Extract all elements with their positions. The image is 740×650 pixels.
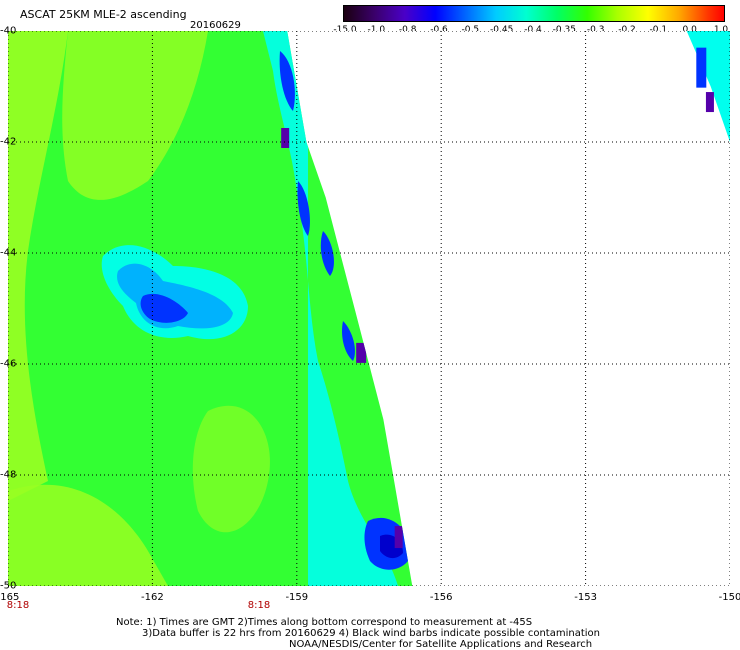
field-blue-edge-2 (297, 181, 310, 236)
y-tick-label: -48 (0, 469, 17, 481)
field-blue-edge-4 (342, 321, 355, 361)
x-tick-label: -153 (574, 592, 597, 603)
y-tick-label: -40 (0, 25, 17, 37)
swath-east-purple (705, 92, 714, 113)
colorbar-label: -15.0 (333, 25, 357, 35)
time-label-2: 8:18 (247, 600, 271, 611)
colorbar-label: -0.2 (618, 25, 636, 35)
colorbar-label: 0.0 (682, 25, 697, 35)
note-line-3: NOAA/NESDIS/Center for Satellite Applica… (289, 639, 593, 650)
colorbar-label: -0.5 (461, 25, 480, 35)
colorbar-label: -0.6 (430, 25, 448, 35)
colorbar-label: -0.1 (649, 25, 668, 35)
field-blue-edge-1 (279, 51, 295, 111)
swath-east (677, 31, 730, 176)
y-tick-label: -42 (0, 136, 17, 148)
x-tick-label: -156 (429, 592, 453, 603)
field-purple-edge-3 (394, 526, 403, 549)
x-tick-label: -159 (285, 592, 309, 603)
y-tick-label: -44 (0, 247, 17, 259)
x-tick-label: -162 (141, 592, 164, 603)
note-line-1: Note: 1) Times are GMT 2)Times along bot… (116, 617, 533, 628)
field-yellow-green-west (8, 31, 68, 501)
colorbar-label: -1.0 (367, 25, 386, 35)
swath-west (8, 31, 413, 586)
field-purple-edge-2 (356, 342, 367, 363)
colorbar-label: -0.45 (490, 25, 514, 35)
map-svg (8, 31, 730, 586)
field-yellow-green-south (8, 484, 168, 586)
swath-east-blue (696, 47, 707, 88)
colorbar-label: -0.3 (586, 25, 605, 35)
x-tick-label: -150 (718, 592, 740, 603)
note-line-2: 3)Data buffer is 22 hrs from 20160629 4)… (142, 628, 600, 639)
map-title: ASCAT 25KM MLE-2 ascending (20, 8, 187, 21)
y-tick-label: -46 (0, 358, 17, 370)
colorbar-label: 1.0 (713, 25, 729, 35)
colorbar (343, 5, 725, 22)
time-label-1: 8:18 (6, 600, 30, 611)
field-yellow-green-center (192, 405, 270, 533)
colorbar-label: -0.4 (524, 25, 542, 35)
y-tick-label: -50 (0, 580, 17, 592)
colorbar-label: -0.8 (398, 25, 417, 35)
field-cyan-edge (263, 31, 398, 586)
map-date: 20160629 (190, 20, 241, 31)
field-purple-edge-1 (281, 128, 290, 148)
field-blue-edge-3 (320, 231, 334, 276)
field-yellow-green-north (62, 31, 208, 200)
map-plot (8, 31, 730, 586)
colorbar-label: -0.35 (552, 25, 576, 35)
x-tick-label: -165 (0, 592, 20, 603)
